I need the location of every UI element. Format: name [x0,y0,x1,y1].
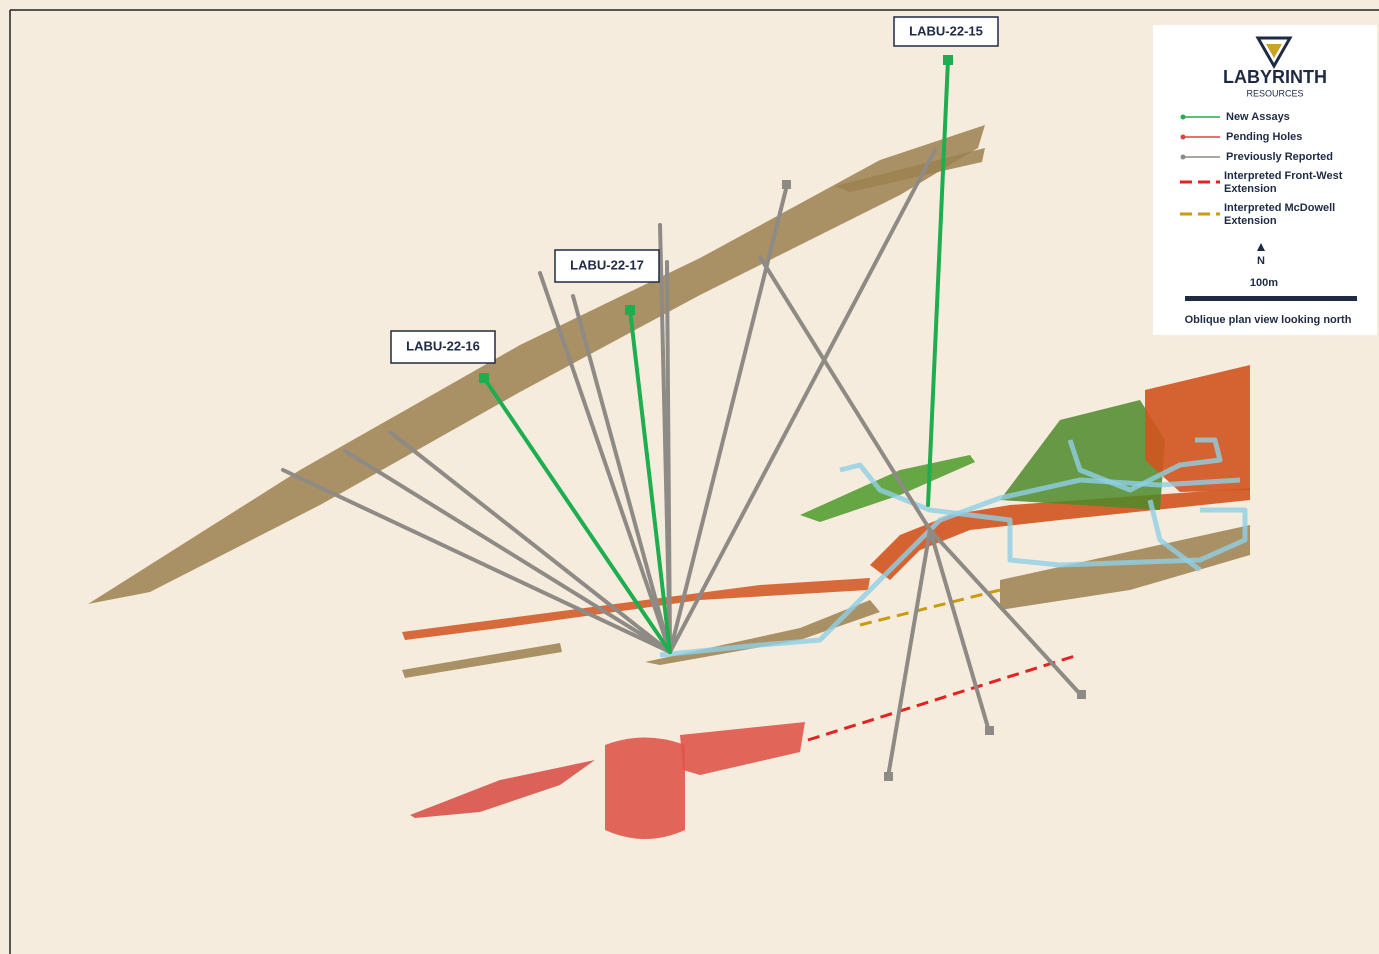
label-box [893,16,999,47]
drill-hole [668,183,789,654]
scale-label: 100m [1250,277,1278,289]
mcdowell-extension [859,588,1001,627]
collar [985,726,994,735]
drill-hole [628,308,672,654]
tunnel [1147,499,1202,572]
collar [884,772,893,781]
drill-hole [886,528,932,779]
hole-label: LABU-22-15 [909,23,983,38]
tunnels [659,437,1248,658]
legend-box [1153,25,1377,335]
orebody [605,737,685,839]
orebody [835,148,985,192]
drill-hole [281,468,672,654]
legend-label-wrap: Interpreted McDowell Extension [1224,202,1336,227]
drill-hole [758,255,932,532]
legend-swatch [1180,154,1186,160]
tunnel [659,477,1241,658]
hole-labels: LABU-22-15 LABU-22-17 LABU-22-16 [390,16,999,364]
legend: LABYRINTH RESOURCES New Assays Pending H… [1153,25,1377,335]
orebody [870,488,1250,580]
label-box [554,249,660,283]
legend-label: Interpreted Front-West Extension [1224,170,1343,195]
legend-swatch [1180,114,1186,120]
orebody [680,722,805,775]
hole-label: LABU-22-16 [406,338,480,353]
north-arrow [1257,243,1265,251]
legend-label-wrap: Interpreted Front-West Extension [1224,170,1343,195]
drill-hole [668,148,937,654]
legend-label: New Assays [1226,111,1290,123]
drill-hole [343,449,672,654]
drill-hole [571,294,672,654]
scale-bar [1185,296,1357,301]
caption: Oblique plan view looking north [1185,314,1352,326]
orebody [402,643,562,678]
drill-hole [538,271,672,654]
hole-label: LABU-22-17 [570,257,644,272]
legend-swatch [1180,134,1186,140]
orebody [402,578,870,640]
brand: LABYRINTH [1223,67,1327,87]
collar [625,305,635,315]
collar [1077,690,1086,699]
logo [1266,44,1282,58]
drill-hole [482,376,672,654]
orebody [1000,525,1250,610]
collar [479,373,489,383]
drill-hole [928,528,991,733]
drill-hole [926,58,950,507]
orebody [1145,365,1250,492]
brand-sub: RESOURCES [1246,88,1303,98]
tunnel [839,462,1248,568]
north-label: N [1257,255,1265,267]
tunnel [1067,437,1223,493]
legend-label: Pending Holes [1226,131,1302,143]
legend-label: Interpreted McDowell Extension [1224,202,1336,227]
front-west-extension [807,653,1079,742]
drill-holes [281,55,1086,781]
label-box [390,330,496,364]
drill-hole [388,430,672,654]
collar [943,55,953,65]
drill-hole [665,260,672,654]
orebody [410,760,595,818]
drill-hole [928,528,1083,697]
logo [1255,36,1293,70]
legend-label: Previously Reported [1226,151,1333,163]
collar [782,180,791,189]
